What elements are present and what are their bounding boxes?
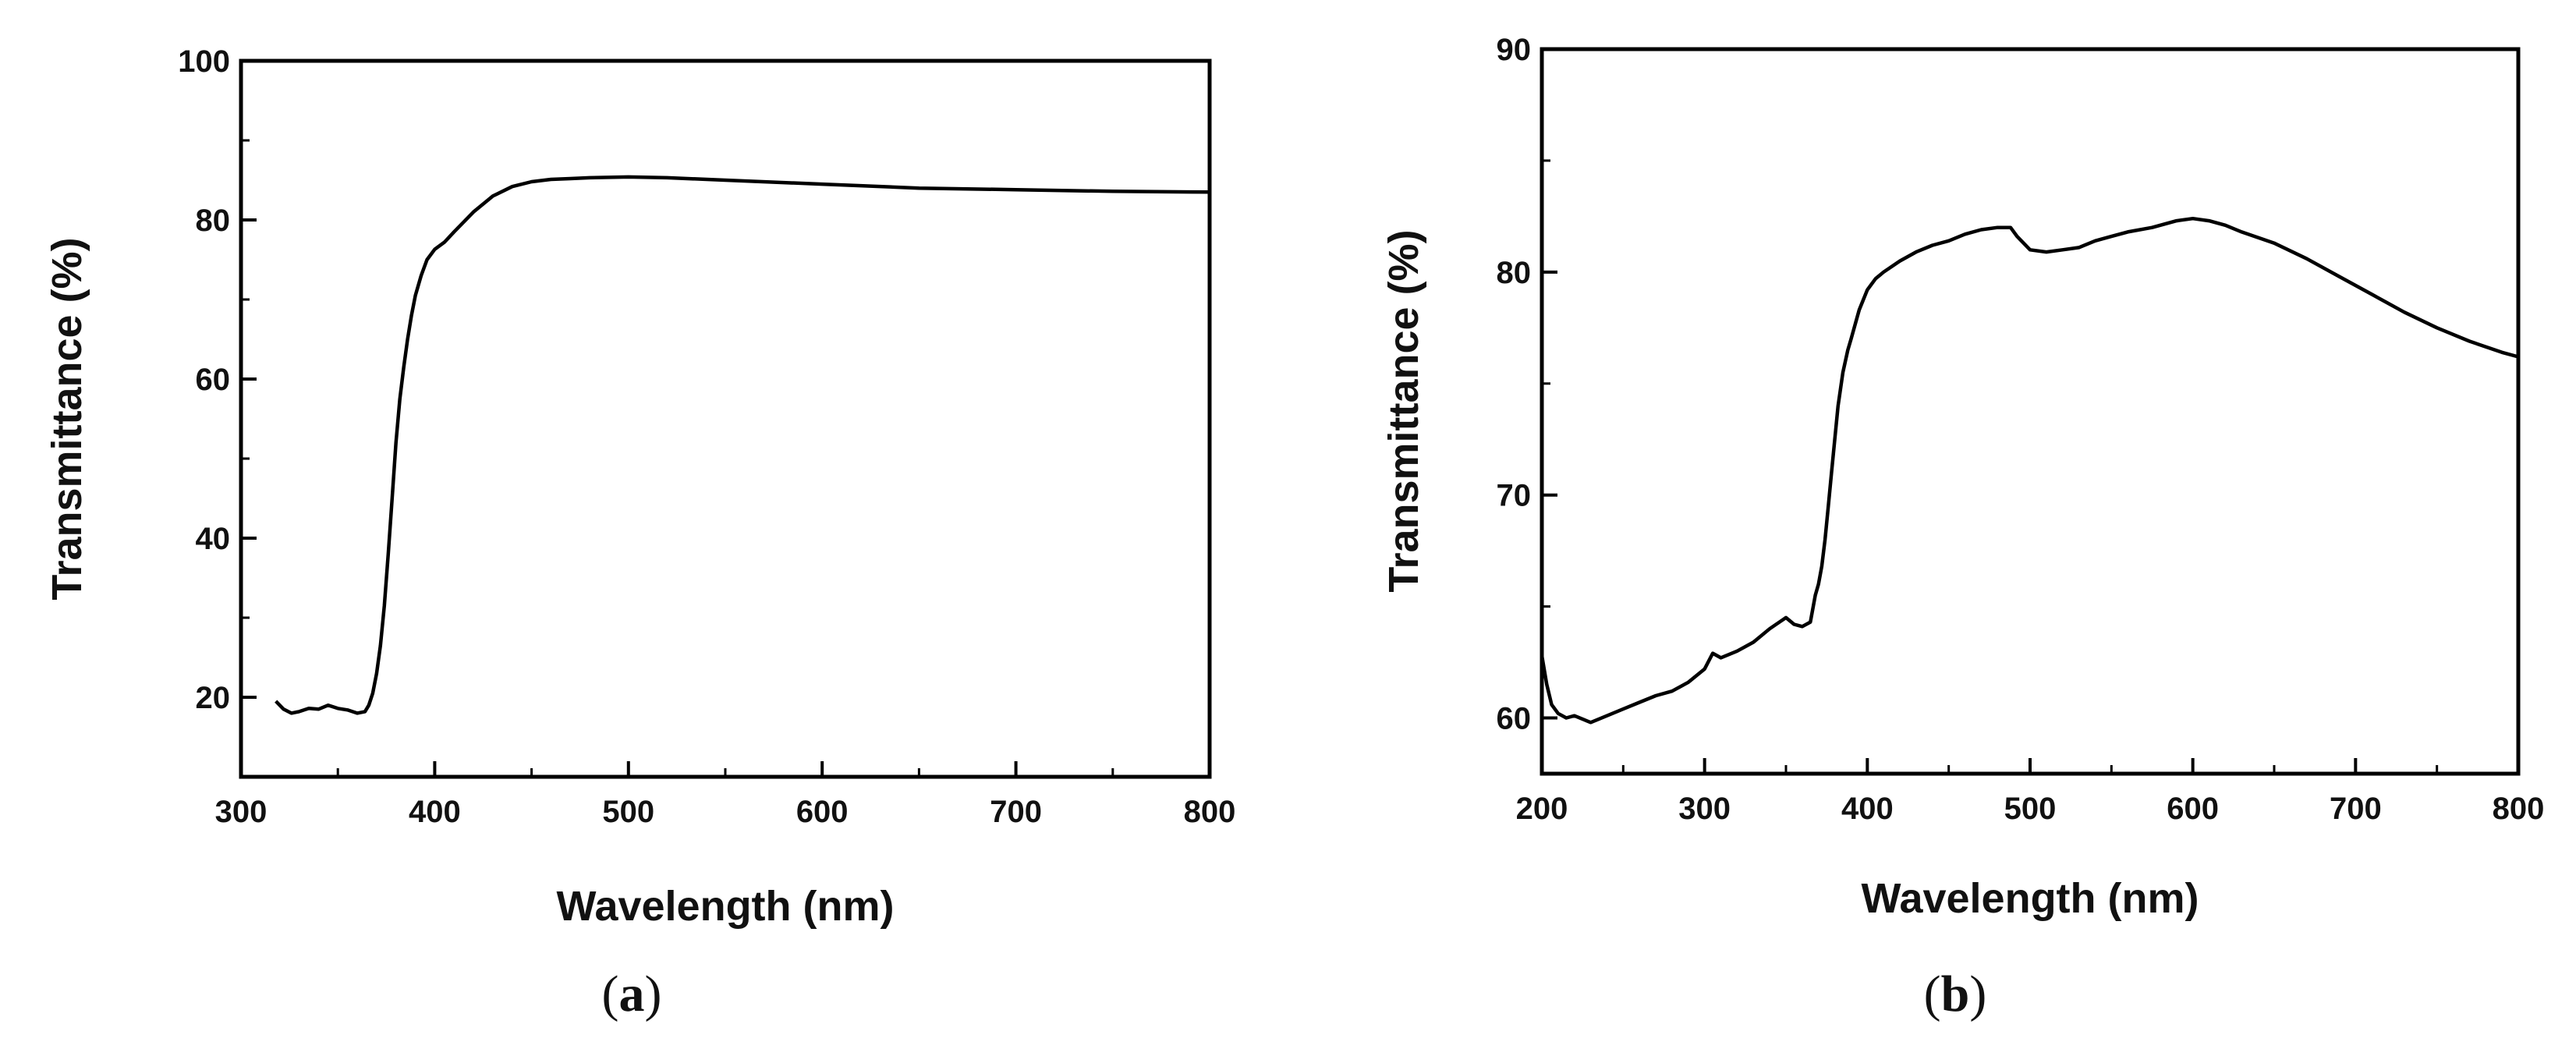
y-tick-label-b-70: 70 <box>1497 479 1532 513</box>
minor-ticks-b <box>1542 159 2439 774</box>
panel-a: 300 400 500 600 700 800 20 40 60 80 100 Wavelengt… <box>44 44 1235 1022</box>
x-tick-label-b-800: 800 <box>2493 792 2545 826</box>
minor-ticks-a <box>241 139 1114 778</box>
plot-frame-b <box>1540 47 2521 776</box>
major-ticks-a <box>239 59 1211 777</box>
x-tick-labels-a: 300 400 500 600 700 800 <box>215 795 1236 829</box>
panel-label-letter-b: b <box>1941 966 1970 1022</box>
panel-label-letter-a: a <box>619 966 645 1022</box>
panel-label-b: (b) <box>1924 966 1987 1022</box>
panel-label-open-b: ( <box>1924 966 1941 1022</box>
y-tick-label-b-80: 80 <box>1497 256 1532 290</box>
x-tick-label-a-500: 500 <box>602 795 654 829</box>
y-axis-title-b: Transmittance (%) <box>1380 229 1427 592</box>
x-tick-label-b-700: 700 <box>2330 792 2382 826</box>
series-line-a <box>275 175 1210 715</box>
x-tick-label-b-400: 400 <box>1841 792 1894 826</box>
y-axis-title-a: Transmittance (%) <box>44 237 90 600</box>
y-tick-label-b-60: 60 <box>1497 702 1532 736</box>
panel-label-open-a: ( <box>602 966 619 1022</box>
y-tick-label-b-90: 90 <box>1497 33 1532 67</box>
x-tick-label-b-500: 500 <box>2004 792 2057 826</box>
y-tick-labels-a: 20 40 60 80 100 <box>178 44 230 715</box>
x-tick-label-a-700: 700 <box>990 795 1042 829</box>
y-tick-label-a-100: 100 <box>178 44 230 79</box>
x-tick-label-b-600: 600 <box>2167 792 2219 826</box>
x-tick-label-b-300: 300 <box>1678 792 1731 826</box>
x-tick-label-a-600: 600 <box>796 795 849 829</box>
y-tick-label-a-20: 20 <box>196 681 231 715</box>
panel-b: 200 300 400 500 600 700 800 60 70 80 90 Wavelengt… <box>1380 33 2544 1022</box>
major-ticks-b <box>1540 48 2520 774</box>
y-tick-label-a-80: 80 <box>196 204 231 238</box>
x-axis-title-a: Wavelength (nm) <box>556 883 894 930</box>
panel-label-close-a: ) <box>645 966 662 1022</box>
x-tick-label-a-300: 300 <box>215 795 268 829</box>
panel-label-a: (a) <box>602 966 662 1022</box>
series-line-b <box>1540 216 2519 725</box>
x-tick-label-b-200: 200 <box>1516 792 1568 826</box>
panel-label-close-b: ) <box>1969 966 1986 1022</box>
x-axis-title-b: Wavelength (nm) <box>1861 875 2199 922</box>
y-tick-labels-b: 60 70 80 90 <box>1497 33 1532 736</box>
x-tick-label-a-400: 400 <box>409 795 461 829</box>
plot-frame-a <box>239 58 1212 779</box>
y-tick-label-a-40: 40 <box>196 522 231 556</box>
x-tick-label-a-800: 800 <box>1184 795 1236 829</box>
x-tick-labels-b: 200 300 400 500 600 700 800 <box>1516 792 2545 826</box>
y-tick-label-a-60: 60 <box>196 363 231 397</box>
